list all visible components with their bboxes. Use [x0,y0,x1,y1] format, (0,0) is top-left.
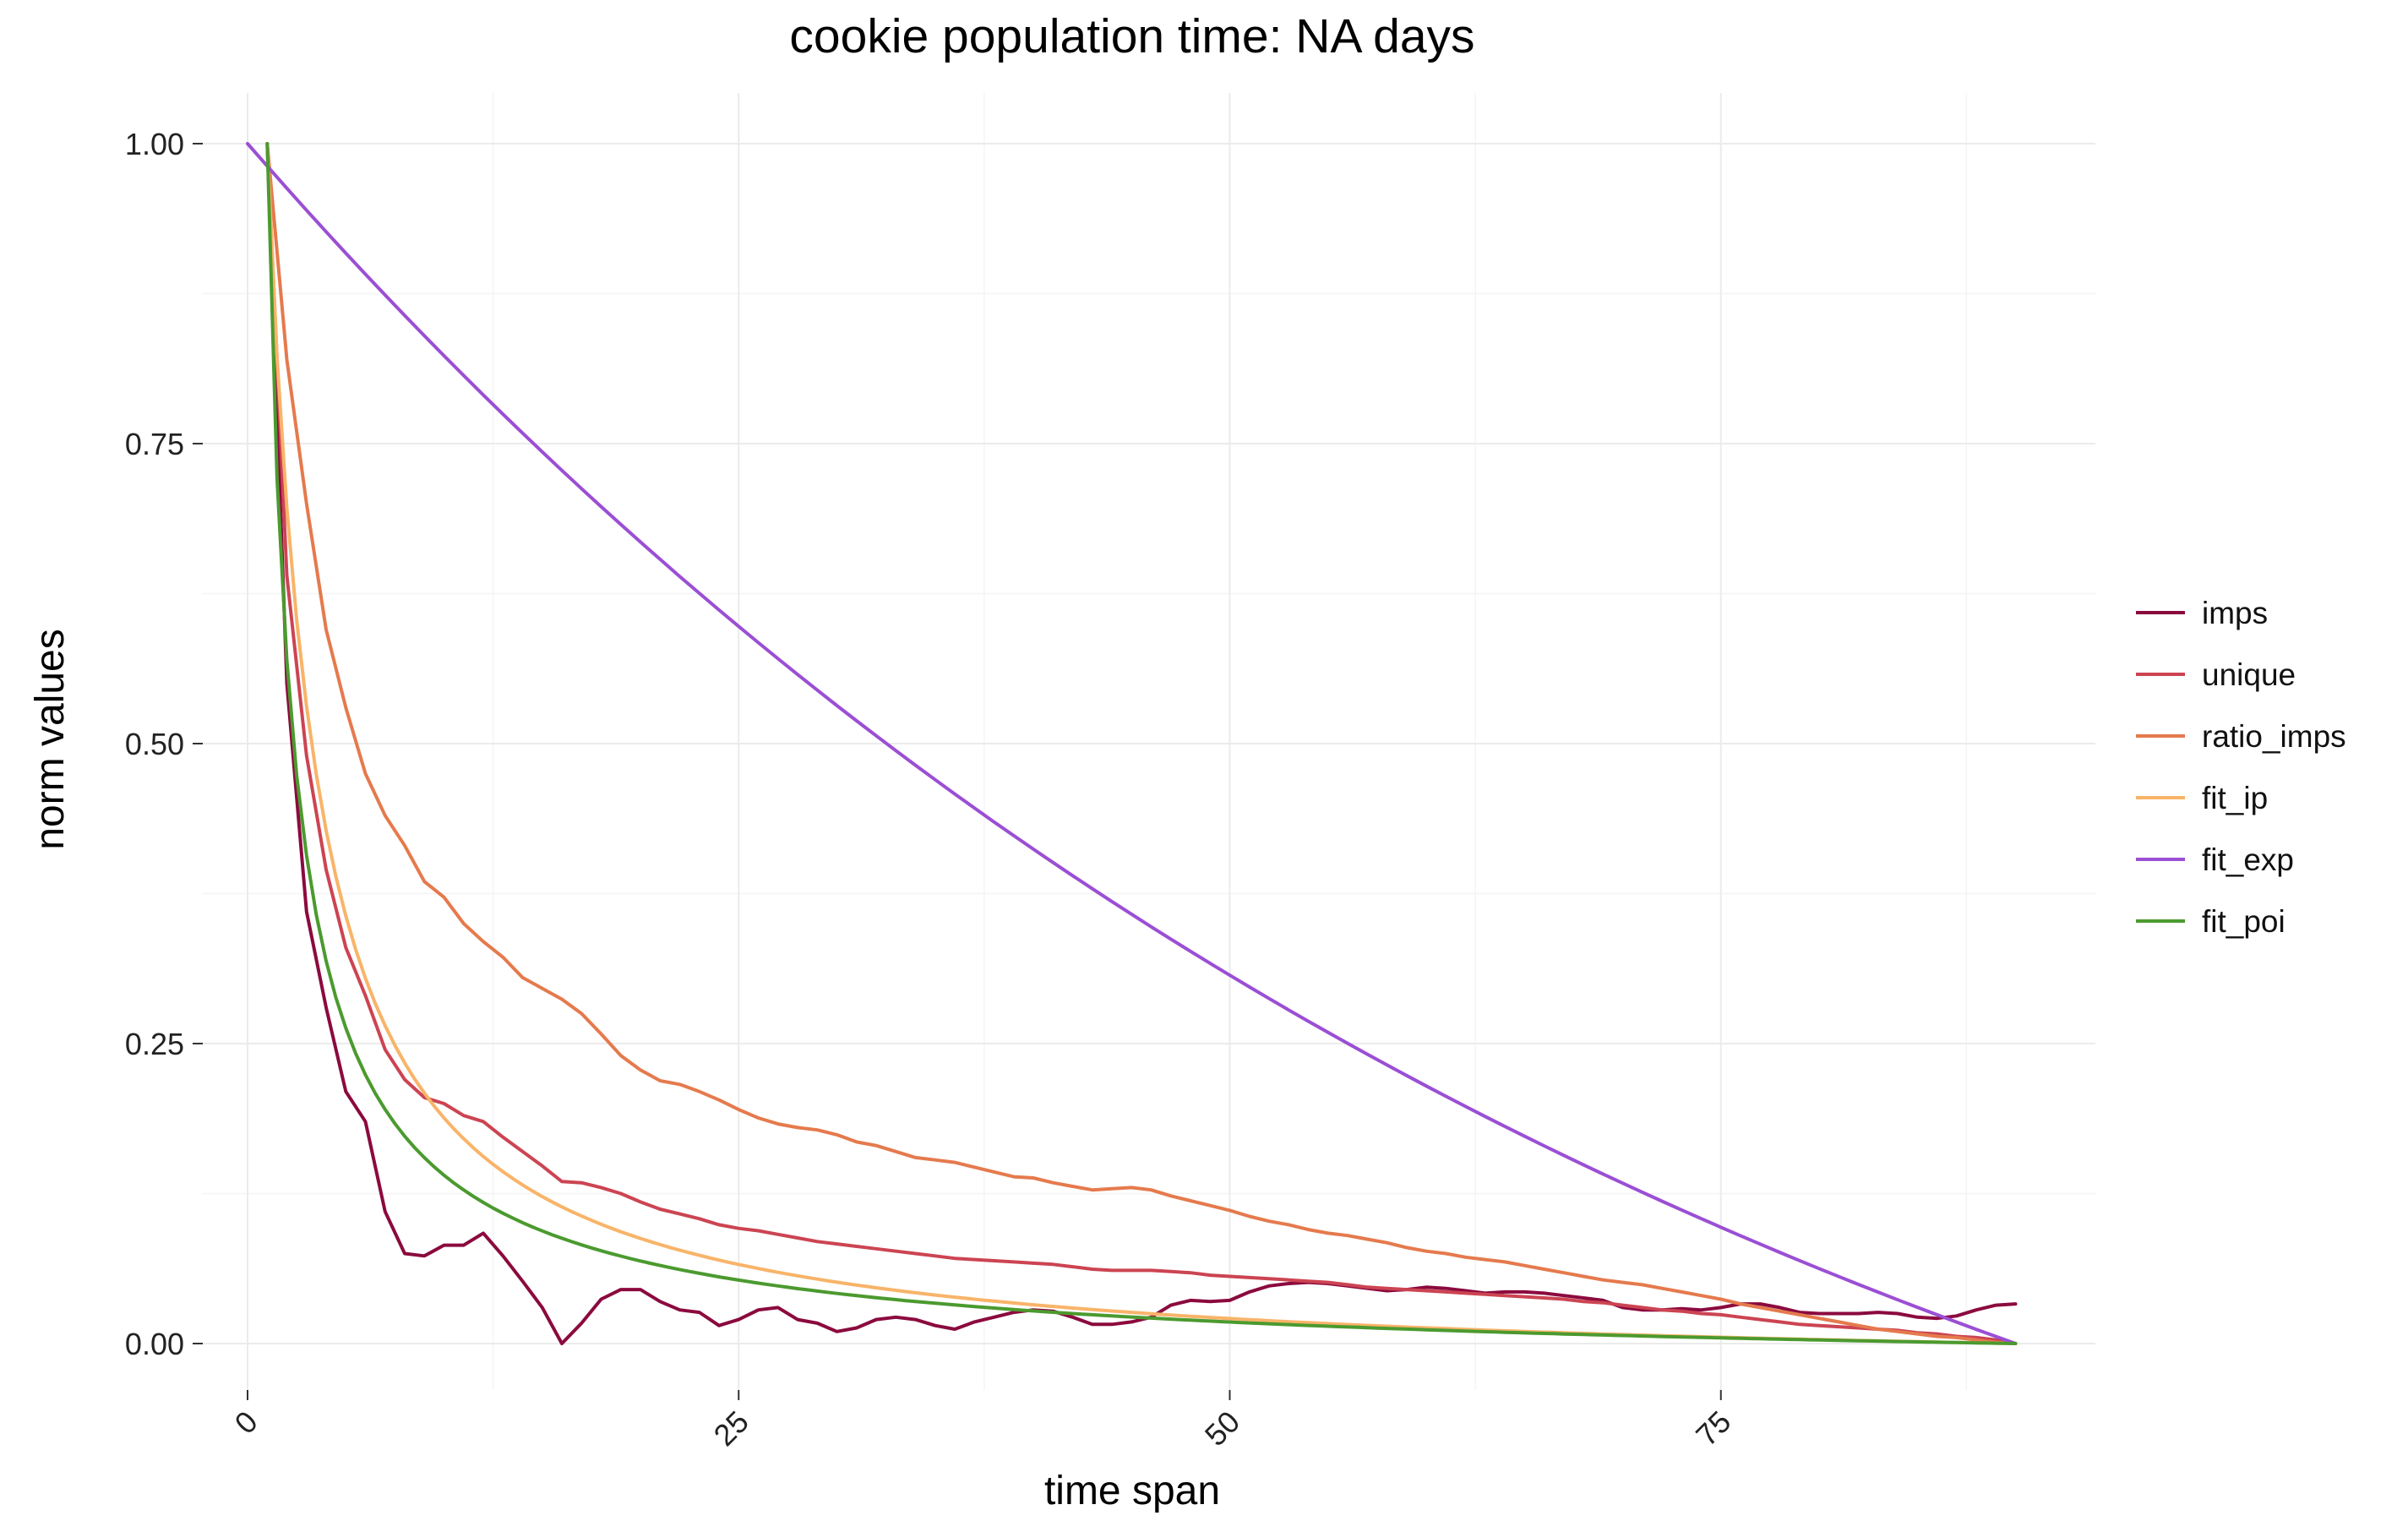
legend-label: imps [2202,596,2268,630]
series-line-imps [265,142,2018,1345]
x-axis-title: time span [1044,1469,1220,1513]
y-tick-label: 0.75 [125,427,184,461]
legend-label: fit_ip [2202,781,2268,815]
y-axis-title: norm values [28,629,73,849]
series-line-fit-poi [265,142,2018,1345]
legend-label: unique [2202,657,2296,692]
legend-label: ratio_imps [2202,719,2346,754]
y-tick-label: 1.00 [125,127,184,161]
grid [203,93,2095,1390]
x-tick-label: 75 [1689,1404,1737,1453]
series-lines [246,142,2018,1345]
legend: imps unique ratio_imps fit_ip fit_exp fit_poi [2136,596,2346,939]
y-tick-label: 0.00 [125,1327,184,1361]
chart-title: cookie population time: NA days [789,9,1474,63]
legend-label: fit_exp [2202,842,2294,877]
series-line-ratio-imps [265,142,2018,1345]
series-line-unique [265,142,2018,1345]
legend-label: fit_poi [2202,904,2285,939]
y-tick-label: 0.25 [125,1027,184,1061]
y-tick-label: 0.50 [125,727,184,761]
series-line-fit-exp [246,142,2018,1345]
x-tick-label: 50 [1198,1404,1246,1453]
axes: 0 25 50 75 0.00 0.25 0.50 0.75 1.00 [125,127,1737,1453]
x-tick-label: 0 [228,1404,264,1441]
x-tick-label: 25 [707,1404,755,1453]
